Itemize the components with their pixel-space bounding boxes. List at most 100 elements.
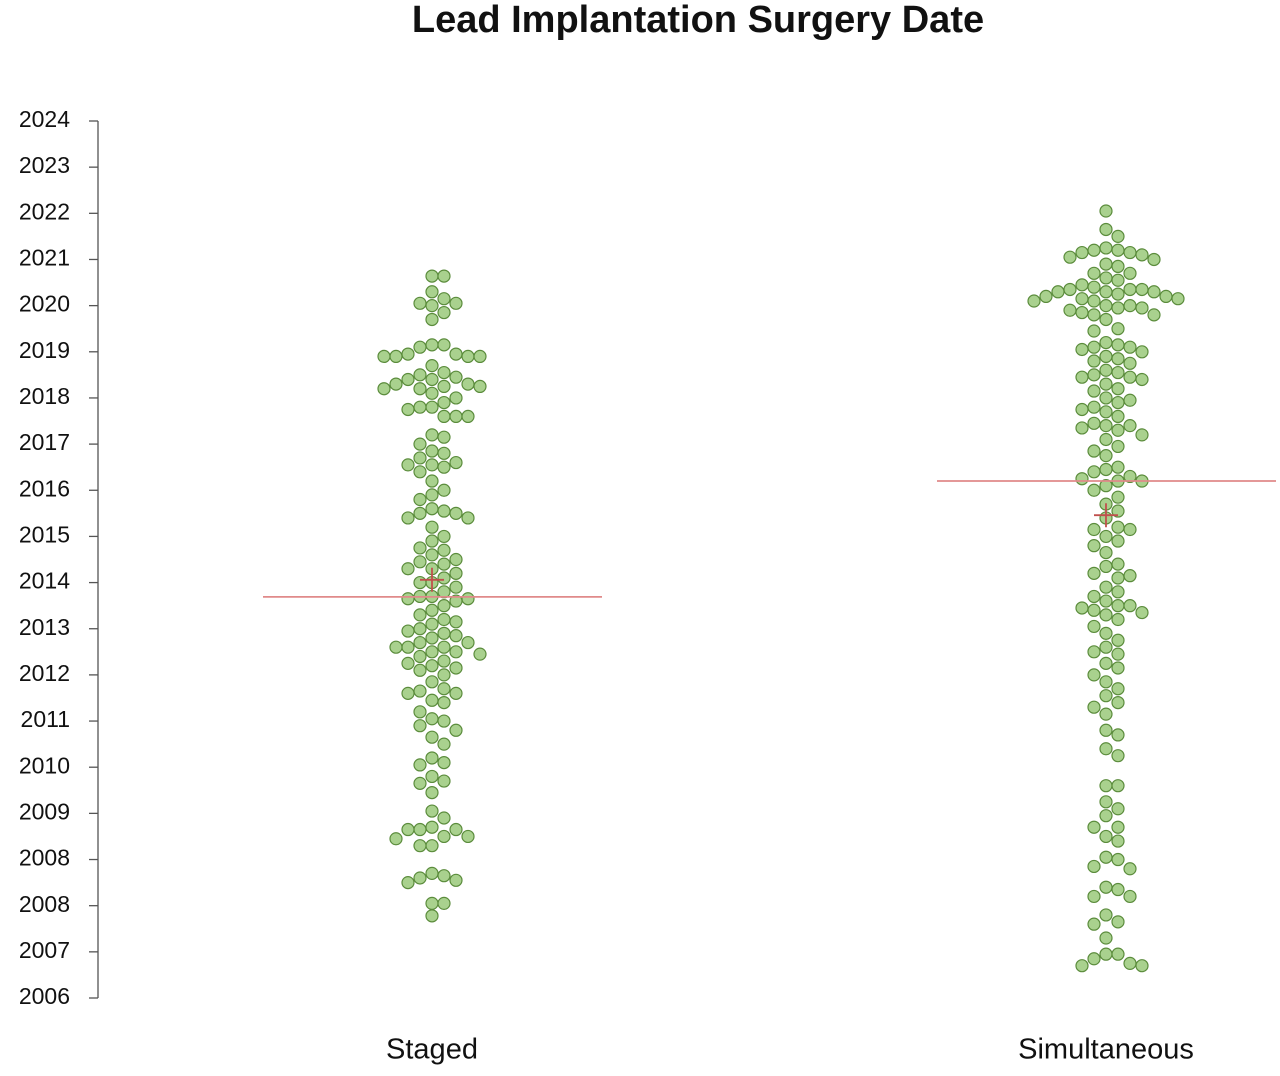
point [425, 751, 439, 765]
point [1111, 229, 1125, 243]
point [1099, 391, 1113, 405]
point [1111, 504, 1125, 518]
point [437, 305, 451, 320]
point [1111, 612, 1125, 627]
point [1087, 889, 1101, 904]
point [1111, 287, 1125, 301]
point [425, 312, 439, 327]
point [425, 603, 439, 617]
point [1039, 289, 1053, 303]
y-tick-label: 2022 [19, 198, 70, 224]
point [425, 785, 439, 800]
point [437, 460, 451, 474]
point [1147, 252, 1161, 267]
point [1087, 603, 1101, 617]
point [461, 635, 475, 650]
point [1135, 301, 1149, 315]
point [1111, 273, 1125, 287]
point [1111, 834, 1125, 848]
point [1099, 449, 1113, 463]
point [1111, 557, 1125, 571]
point [425, 675, 439, 689]
y-tick-label: 2011 [21, 706, 70, 732]
point [425, 502, 439, 516]
point [1087, 444, 1101, 458]
point [377, 382, 391, 396]
point [1087, 645, 1101, 659]
point [449, 506, 463, 520]
point [413, 608, 427, 622]
point [1087, 266, 1101, 280]
point [425, 386, 439, 400]
point [437, 446, 451, 460]
point [425, 338, 439, 352]
point [425, 804, 439, 818]
point [1111, 395, 1125, 410]
point [1087, 820, 1101, 834]
x-tick-label: Staged [386, 1034, 478, 1066]
point [1171, 292, 1185, 306]
point [1099, 880, 1113, 894]
point [1135, 372, 1149, 387]
point [1087, 522, 1101, 537]
y-tick-label: 2010 [19, 752, 70, 778]
point [449, 566, 463, 580]
point [1099, 479, 1113, 493]
point [1099, 222, 1113, 237]
point [413, 635, 427, 650]
point [425, 458, 439, 472]
point [1099, 931, 1113, 945]
point [1075, 342, 1089, 357]
point [1087, 700, 1101, 714]
point [437, 504, 451, 518]
point [413, 822, 427, 837]
point [413, 465, 427, 479]
point [425, 520, 439, 534]
y-tick-label: 2015 [19, 521, 70, 547]
point [1111, 682, 1125, 696]
point [413, 296, 427, 310]
point [413, 541, 427, 555]
y-tick-label: 2014 [19, 568, 70, 594]
point [1099, 241, 1113, 255]
point [389, 832, 403, 846]
y-tick-label: 2008 [19, 845, 70, 871]
point [1111, 322, 1125, 336]
point [1099, 723, 1113, 737]
point [425, 400, 439, 414]
point [389, 640, 403, 654]
point [401, 686, 415, 700]
point [1111, 382, 1125, 396]
point [1123, 862, 1137, 876]
point [413, 400, 427, 414]
point [1123, 956, 1137, 970]
point [413, 492, 427, 507]
point [1099, 419, 1113, 433]
point [413, 663, 427, 677]
point [1147, 308, 1161, 322]
point [1111, 338, 1125, 352]
point [401, 347, 415, 361]
point [473, 379, 487, 394]
point [1099, 742, 1113, 756]
y-tick-label: 2013 [19, 614, 70, 640]
point [1099, 559, 1113, 574]
point [1087, 416, 1101, 430]
point [425, 631, 439, 645]
point [437, 292, 451, 306]
point [413, 340, 427, 354]
point [449, 370, 463, 384]
point [413, 758, 427, 772]
point [1099, 809, 1113, 823]
point [401, 876, 415, 890]
point [1087, 308, 1101, 322]
point [437, 654, 451, 668]
point [1087, 340, 1101, 354]
y-tick-label: 2009 [19, 798, 70, 824]
point [1099, 349, 1113, 364]
point [401, 822, 415, 837]
point [449, 822, 463, 837]
point [401, 402, 415, 417]
point [437, 269, 451, 283]
point [437, 571, 451, 585]
